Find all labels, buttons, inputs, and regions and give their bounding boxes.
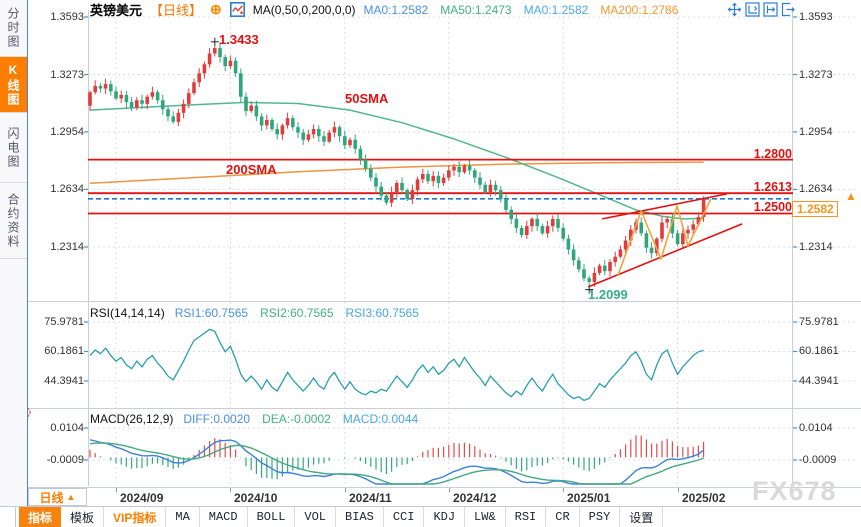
toolbar-tab-settings[interactable]: 设置 (620, 507, 664, 527)
rsi-axis-label: 75.9781 (799, 316, 839, 328)
level-label-1-2613: 1.2613 (753, 180, 792, 194)
price-axis-label: 1.2314 (50, 240, 84, 253)
rsi-readouts: RSI1:60.7565 RSI2:60.7565 RSI3:60.7565 (175, 306, 419, 320)
toolbar-tab-vol[interactable]: VOL (295, 507, 337, 527)
price-up-arrow-icon: ▲ (845, 189, 857, 203)
toolbar-tab-kdj[interactable]: KDJ (424, 507, 466, 527)
toolbar-tab-cr[interactable]: CR (546, 507, 580, 527)
rsi-axis-label: 44.3941 (44, 374, 84, 387)
x-axis-row: 日线 ▲ 2024/09 2024/10 2024/11 2024/12 2025/01… (28, 487, 861, 506)
rsi-panel-header: RSI(14,14,14) RSI1:60.7565 RSI2:60.7565 RS… (90, 306, 419, 320)
x-axis-tick (678, 488, 679, 492)
x-axis-tick (345, 488, 346, 492)
rsi-axis-label: 75.9781 (44, 316, 84, 328)
chart-type-icon[interactable] (229, 2, 245, 17)
axis-pan-icon[interactable] (763, 2, 778, 17)
price-axis-label: 1.3593 (50, 11, 84, 23)
macd-readouts: DIFF:0.0020 DEA:-0.0002 MACD:0.0044 (183, 412, 418, 426)
price-axis-label: 1.3273 (50, 68, 84, 81)
ma-value-3: MA200:1.2786 (600, 2, 679, 17)
toolbar-tab-rsi[interactable]: RSI (506, 507, 547, 527)
add-indicator-icon[interactable]: ⊕ (210, 1, 222, 17)
sidebar-tab-contract-info[interactable]: 合约资料 (0, 183, 27, 259)
price-axis-label: 1.2954 (50, 125, 84, 138)
sidebar-tab-flash-chart[interactable]: 闪电图 (0, 113, 27, 183)
macd-axis-label: -0.0009 (46, 453, 84, 466)
toolbar-tab-ma[interactable]: MA (166, 507, 200, 527)
toolbar-tab-psy[interactable]: PSY (580, 507, 621, 527)
ma-formula: MA(0,50,0,200,0,0) (252, 2, 356, 17)
price-axis-label: 1.2634 (50, 183, 84, 196)
current-price-box: 1.2582 (792, 201, 838, 217)
bottom-toolbar: 指标 模板 VIP指标 MA MACD BOLL VOL BIAS CCI KDJ LW& RSI CR… (0, 506, 861, 527)
sma200-label: 200SMA (226, 162, 277, 177)
toolbar-tab-templates[interactable]: 模板 (61, 507, 105, 527)
toolbar-tab-vip-indicators[interactable]: VIP指标 (104, 507, 167, 527)
toolbar-tab-macd[interactable]: MACD (200, 507, 248, 527)
rsi-value-1: RSI2:60.7565 (260, 306, 334, 320)
macd-axis-label: 0.0104 (799, 421, 833, 434)
price-axis-label: 1.3593 (799, 11, 833, 23)
axis-scale-icon[interactable] (745, 2, 760, 17)
x-axis-label: 2024/11 (349, 491, 392, 505)
toolbar-tab-cci[interactable]: CCI (384, 507, 425, 527)
x-axis-label: 2025/02 (682, 491, 726, 505)
toolbar-tab-boll[interactable]: BOLL (248, 507, 296, 527)
ma-value-0: MA0:1.2582 (363, 2, 429, 17)
macd-value-0: DIFF:0.0020 (183, 412, 251, 426)
trough-annotation: 1.2099 (588, 287, 628, 302)
export-icon[interactable] (781, 2, 796, 17)
chevron-up-icon: ▲ (66, 492, 76, 502)
rsi-axis-label: 60.1861 (799, 345, 839, 358)
toolbar-tab-bias[interactable]: BIAS (336, 507, 384, 527)
ma-value-2: MA0:1.2582 (523, 2, 589, 17)
toolbar-tab-lw[interactable]: LW& (465, 507, 506, 527)
x-axis-tick (230, 488, 231, 492)
chart-tool-buttons (727, 2, 796, 17)
macd-title: MACD(26,12,9) (90, 412, 174, 426)
sidebar-tab-time-share-chart[interactable]: 分时图 (0, 0, 27, 57)
rsi-axis-label: 44.3941 (799, 374, 839, 387)
x-axis-label: 2024/12 (453, 491, 497, 505)
level-label-1-2800: 1.2800 (753, 147, 792, 161)
price-axis-label: 1.2314 (799, 240, 833, 253)
x-axis-label: 2024/10 (234, 491, 278, 505)
ma-value-1: MA50:1.2473 (440, 2, 512, 17)
macd-panel-header: MACD(26,12,9) DIFF:0.0020 DEA:-0.0002 MACD… (90, 412, 418, 426)
macd-value-2: MACD:0.0044 (342, 412, 419, 426)
toolbar-tab-indicators[interactable]: 指标 (19, 507, 62, 527)
x-axis-tick (563, 488, 564, 492)
sma50-label: 50SMA (345, 91, 389, 106)
period-tag: 【日线】 (150, 3, 203, 18)
symbol-title: 英镑美元 (90, 3, 143, 18)
watermark: FX678 (752, 476, 837, 506)
period-selector-button[interactable]: 日线 ▲ (28, 488, 87, 506)
chart-header: 英镑美元 【日线】 ⊕ MA(0,50,0,200,0,0) MA0:1.258… (90, 1, 679, 18)
price-axis-label: 1.2634 (799, 183, 833, 196)
macd-axis-label: -0.0009 (799, 453, 837, 466)
ma-readouts: MA0:1.2582 MA50:1.2473 MA0:1.2582 MA200:1.2… (364, 3, 679, 17)
peak-annotation: 1.3433 (219, 32, 259, 47)
rsi-value-2: RSI3:60.7565 (345, 306, 419, 320)
rsi-title: RSI(14,14,14) (90, 306, 165, 320)
rsi-axis-label: 60.1861 (44, 345, 84, 358)
macd-axis-label: 0.0104 (50, 421, 84, 434)
price-axis-label: 1.3273 (799, 68, 833, 81)
sidebar: 分时图 K线图 闪电图 合约资料 (0, 0, 28, 506)
macd-value-1: DEA:-0.0002 (262, 412, 331, 426)
price-axis-label: 1.2954 (799, 125, 833, 138)
sidebar-tab-kline-chart[interactable]: K线图 (0, 57, 27, 113)
crosshair-move-icon[interactable] (727, 2, 742, 17)
x-axis-label: 2024/09 (120, 491, 164, 505)
rsi-value-0: RSI1:60.7565 (174, 306, 249, 320)
period-selector-label: 日线 (39, 490, 64, 505)
x-axis-tick (116, 488, 117, 492)
x-axis-tick (449, 488, 450, 492)
toolbar-corner (0, 507, 16, 527)
level-label-1-2500: 1.2500 (753, 200, 792, 214)
x-axis-label: 2025/01 (567, 491, 611, 505)
